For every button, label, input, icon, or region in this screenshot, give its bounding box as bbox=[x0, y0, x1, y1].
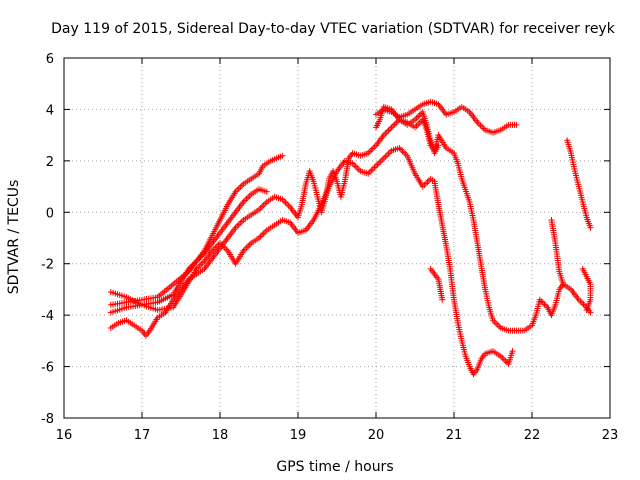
y-tick-label: 6 bbox=[46, 52, 54, 67]
series-track-1 bbox=[107, 152, 286, 308]
x-axis-label: GPS time / hours bbox=[276, 459, 393, 475]
grid-lines bbox=[64, 58, 610, 418]
y-tick-label: -8 bbox=[41, 412, 54, 427]
series-track-9 bbox=[579, 265, 594, 313]
data-point bbox=[587, 224, 594, 231]
y-tick-label: -4 bbox=[41, 309, 54, 324]
x-tick-label: 21 bbox=[446, 428, 463, 443]
y-tick-label: 4 bbox=[46, 103, 54, 118]
series-track-5 bbox=[373, 98, 520, 136]
data-point bbox=[435, 142, 442, 149]
data-points bbox=[107, 98, 594, 378]
x-tick-label: 16 bbox=[56, 428, 73, 443]
x-tick-label: 23 bbox=[602, 428, 619, 443]
y-tick-labels: -8 -6 -4 -2 0 2 4 6 bbox=[41, 52, 54, 427]
y-tick-label: 0 bbox=[46, 206, 54, 221]
plot-frame bbox=[63, 57, 611, 419]
y-axis-label: SDTVAR / TECUs bbox=[6, 180, 22, 295]
data-point bbox=[439, 296, 446, 303]
series-track-10 bbox=[427, 265, 446, 303]
chart-title: Day 119 of 2015, Sidereal Day-to-day VTE… bbox=[51, 21, 616, 37]
x-tick-label: 18 bbox=[212, 428, 229, 443]
series-track-6 bbox=[373, 103, 442, 157]
data-point bbox=[509, 348, 516, 355]
y-tick-label: -6 bbox=[41, 361, 54, 376]
data-point bbox=[583, 307, 590, 313]
x-tick-label: 17 bbox=[134, 428, 151, 443]
y-tick-label: 2 bbox=[46, 155, 54, 170]
data-point bbox=[263, 188, 270, 195]
data-point bbox=[513, 121, 520, 128]
series-track-8 bbox=[548, 217, 567, 288]
x-tick-labels: 16 17 18 19 20 21 22 23 bbox=[56, 428, 619, 443]
y-tick-label: -2 bbox=[41, 258, 54, 273]
x-tick-label: 20 bbox=[368, 428, 385, 443]
x-tick-label: 22 bbox=[524, 428, 541, 443]
series-track-7 bbox=[564, 137, 594, 231]
data-point bbox=[560, 281, 567, 288]
axis-ticks bbox=[63, 57, 611, 419]
x-tick-label: 19 bbox=[290, 428, 307, 443]
data-point bbox=[279, 152, 286, 159]
data-point bbox=[587, 309, 594, 316]
